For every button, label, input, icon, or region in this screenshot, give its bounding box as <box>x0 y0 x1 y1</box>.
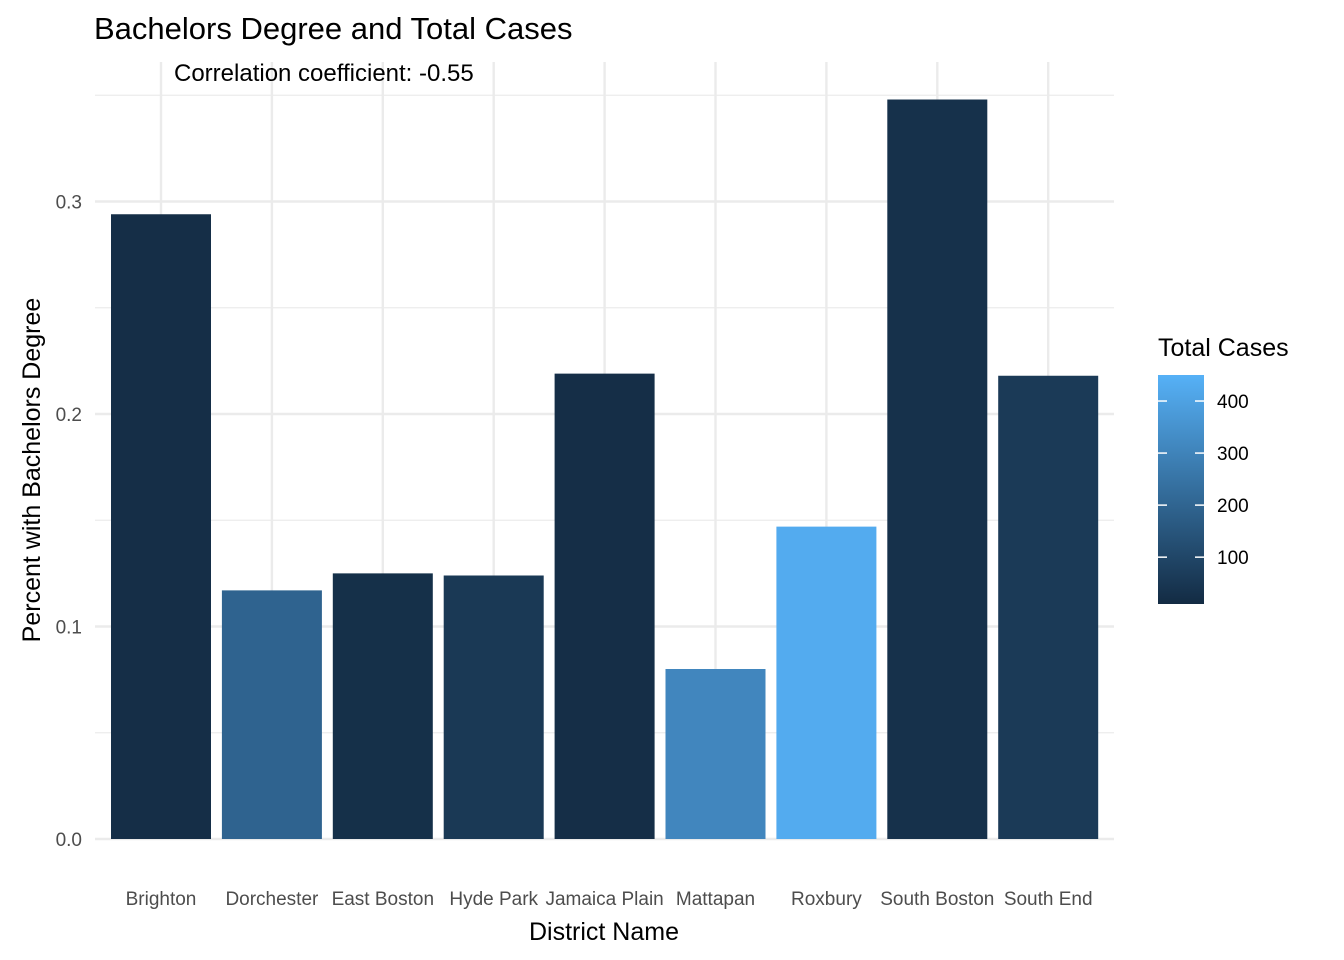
legend: Total Cases 100 200 300 400 <box>1158 334 1289 604</box>
bar-dorchester <box>221 590 322 839</box>
bar-east-boston <box>332 573 433 839</box>
legend-tick-label: 200 <box>1217 496 1249 517</box>
correlation-annotation: Correlation coefficient: -0.55 <box>174 60 474 87</box>
legend-tick-label: 400 <box>1217 392 1249 413</box>
bar-jamaica-plain <box>554 373 655 839</box>
x-tick-label: Jamaica Plain <box>545 889 663 910</box>
y-axis-title: Percent with Bachelors Degree <box>18 298 46 643</box>
legend-colorbar <box>1158 375 1204 604</box>
x-tick-label: Roxbury <box>791 889 862 910</box>
bars <box>111 99 1099 839</box>
x-tick-label: Mattapan <box>676 889 755 910</box>
x-axis-ticks: Brighton Dorchester East Boston Hyde Park Ja… <box>126 889 1093 910</box>
x-axis-title: District Name <box>529 918 679 946</box>
bar-south-boston <box>887 99 988 839</box>
legend-tick-label: 300 <box>1217 444 1249 465</box>
legend-title: Total Cases <box>1158 334 1289 362</box>
chart-title: Bachelors Degree and Total Cases <box>94 11 573 46</box>
x-tick-label: South End <box>1004 889 1093 910</box>
y-tick-label: 0.1 <box>56 618 82 639</box>
y-tick-label: 0.2 <box>56 405 82 426</box>
x-tick-label: Brighton <box>126 889 197 910</box>
y-axis-ticks: 0.0 0.1 0.2 0.3 <box>56 193 82 852</box>
y-tick-label: 0.0 <box>56 830 82 851</box>
bar-roxbury <box>776 526 877 839</box>
x-tick-label: Hyde Park <box>449 889 538 910</box>
x-tick-label: East Boston <box>332 889 434 910</box>
bar-brighton <box>111 214 211 839</box>
legend-ticks: 100 200 300 400 <box>1158 392 1249 569</box>
y-tick-label: 0.3 <box>56 193 82 214</box>
x-tick-label: Dorchester <box>225 889 319 910</box>
x-tick-label: South Boston <box>880 889 994 910</box>
bar-hyde-park <box>443 575 544 839</box>
bar-south-end <box>998 375 1099 839</box>
bar-mattapan <box>665 669 766 839</box>
legend-tick-label: 100 <box>1217 548 1249 569</box>
